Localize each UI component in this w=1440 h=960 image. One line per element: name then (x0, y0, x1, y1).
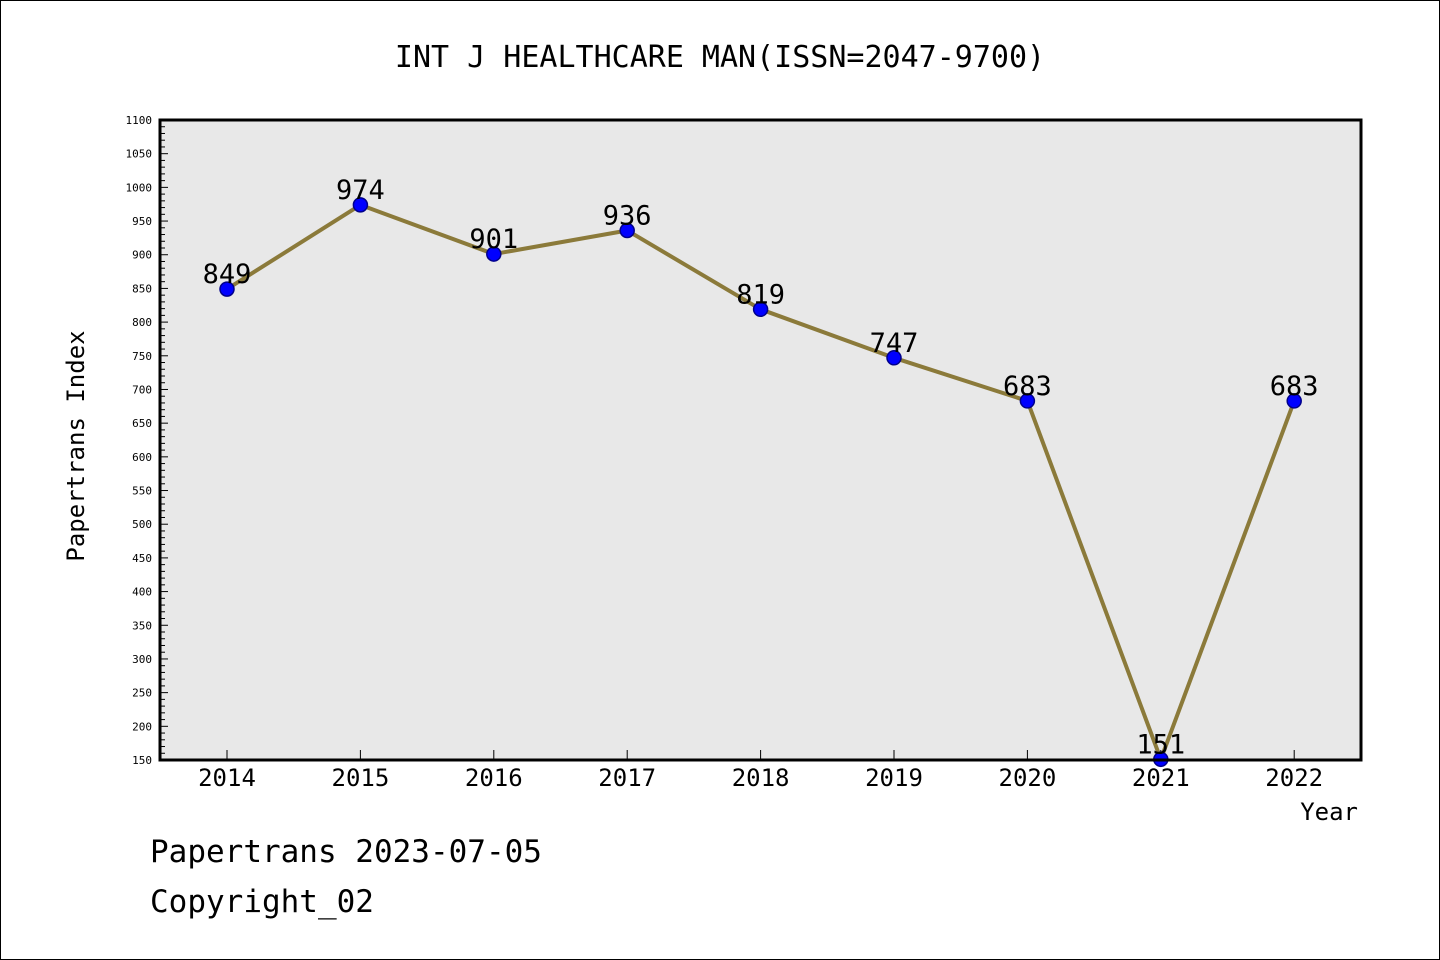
data-label: 819 (736, 279, 785, 310)
y-tick-label: 1050 (126, 148, 153, 161)
data-label: 849 (203, 259, 252, 290)
footer-copyright: Copyright_02 (150, 884, 374, 920)
y-tick-label: 400 (132, 586, 152, 599)
x-tick-label: 2022 (1265, 764, 1323, 792)
y-tick-label: 850 (132, 282, 152, 295)
data-label: 901 (469, 224, 518, 255)
x-tick-label: 2014 (198, 764, 256, 792)
data-point (619, 222, 635, 239)
y-tick-label: 600 (132, 451, 152, 464)
y-tick-label: 250 (132, 687, 152, 700)
data-points (219, 197, 1302, 768)
data-point (352, 197, 369, 213)
y-tick-label: 800 (132, 316, 152, 329)
y-tick-label: 1000 (126, 181, 153, 194)
y-tick-label: 750 (132, 350, 152, 363)
footer-date: Papertrans 2023-07-05 (150, 834, 542, 870)
y-tick-label: 300 (132, 653, 152, 666)
x-axis-title: Year (1300, 798, 1358, 826)
y-tick-label: 1100 (126, 114, 153, 127)
data-point (219, 281, 235, 297)
data-label: 683 (1270, 371, 1319, 402)
x-tick-label: 2017 (598, 764, 656, 792)
y-tick-label: 550 (132, 485, 152, 498)
y-axis-title: Papertrans Index (62, 330, 90, 561)
x-tick-label: 2021 (1132, 764, 1190, 792)
data-labels: 849 974 901 936 819 747 683 151 683 (203, 175, 1319, 760)
y-tick-label: 900 (132, 249, 152, 262)
y-tick-label: 350 (132, 619, 152, 632)
plot-frame (158, 118, 1363, 762)
y-tick-label: 950 (132, 215, 152, 228)
data-label: 974 (336, 175, 385, 206)
x-tick-label: 2015 (332, 764, 390, 792)
plot-area (160, 120, 1361, 760)
data-label: 747 (870, 328, 919, 359)
x-tick-label: 2019 (865, 764, 923, 792)
y-tick-label: 150 (132, 754, 152, 767)
data-point (1286, 393, 1302, 409)
y-tick-label: 450 (132, 552, 152, 565)
data-label: 936 (603, 200, 652, 231)
y-tick-label: 200 (132, 720, 152, 733)
x-tick-label: 2020 (999, 764, 1057, 792)
data-label: 683 (1003, 371, 1052, 402)
y-tick-label: 500 (132, 518, 152, 531)
x-tick-label: 2016 (465, 764, 523, 792)
data-label: 151 (1136, 729, 1185, 760)
chart-title: INT J HEALTHCARE MAN(ISSN=2047-9700) (395, 40, 1045, 75)
data-point (886, 350, 902, 366)
y-tick-label: 700 (132, 383, 152, 396)
y-tick-label: 650 (132, 417, 152, 430)
data-point (486, 246, 502, 262)
data-point (752, 301, 769, 318)
x-tick-label: 2018 (732, 764, 790, 792)
y-axis-ticks: 150 200 250 300 350 400 450 500 550 600 650 700 750 8… (126, 114, 168, 767)
data-point (1019, 393, 1036, 409)
x-axis-ticks: 2014 2015 2016 2017 2018 2019 2020 2021 2022 (198, 750, 1323, 792)
